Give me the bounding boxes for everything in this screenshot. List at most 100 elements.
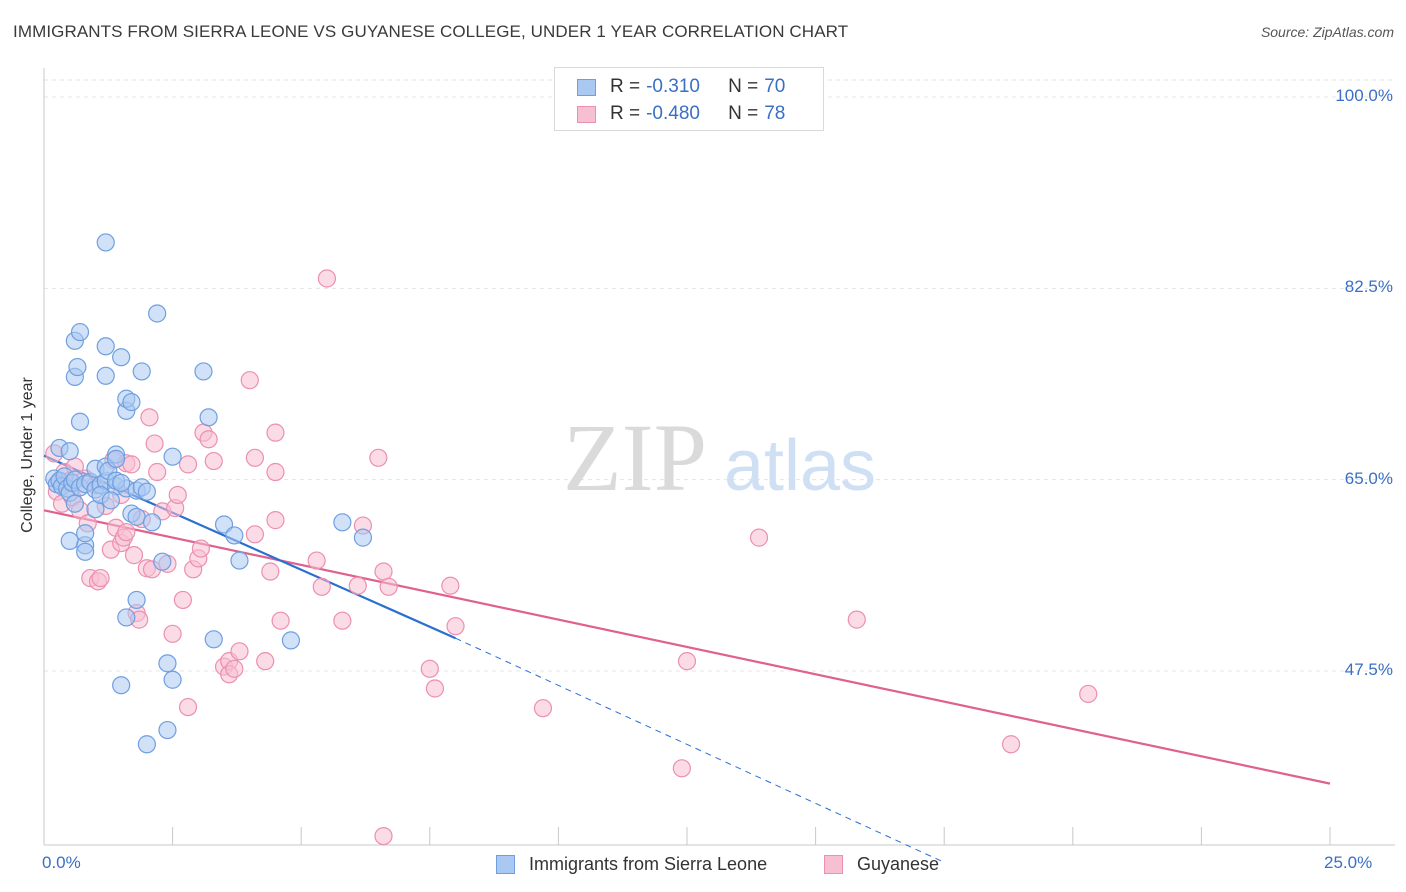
sierra-leone-point bbox=[76, 524, 95, 543]
sierra-leone-point bbox=[60, 442, 79, 461]
guyanese-point bbox=[374, 562, 393, 581]
guyanese-point bbox=[379, 577, 398, 596]
legend-item-guyanese[interactable]: Guyanese bbox=[824, 852, 939, 876]
guyanese-point bbox=[317, 269, 337, 288]
guyanese-point bbox=[117, 523, 136, 542]
guyanese-point bbox=[374, 826, 393, 846]
guyanese-point bbox=[245, 525, 265, 544]
source-label: Source: ZipAtlas.com bbox=[1260, 24, 1394, 40]
sierra-leone-point bbox=[353, 528, 373, 547]
sierra-leone-point bbox=[137, 735, 156, 754]
axes bbox=[43, 68, 1395, 846]
guyanese-points bbox=[45, 269, 1098, 846]
guyanese-point bbox=[847, 610, 866, 629]
r-label: R = bbox=[610, 76, 641, 97]
guyanese-point bbox=[441, 576, 460, 595]
sierra-leone-point bbox=[204, 630, 223, 649]
guyanese-point bbox=[245, 448, 265, 467]
guyanese-point bbox=[1001, 735, 1021, 754]
sierra-leone-points bbox=[45, 233, 373, 754]
guyanese-point bbox=[178, 455, 198, 474]
sierra-leone-point bbox=[112, 473, 131, 493]
watermark-zip: ZIP bbox=[563, 404, 707, 511]
legend-item-sierra-leone[interactable]: Immigrants from Sierra Leone bbox=[496, 852, 767, 876]
sierra-leone-point bbox=[65, 494, 84, 513]
x-tick-label-min: 0.0% bbox=[42, 853, 81, 872]
guyanese-point bbox=[256, 652, 275, 671]
blue-swatch bbox=[496, 854, 515, 874]
sierra-leone-point bbox=[142, 513, 162, 532]
guyanese-point bbox=[266, 462, 285, 482]
guyanese-point bbox=[122, 455, 141, 474]
guyanese-point bbox=[266, 511, 285, 530]
sierra-leone-point bbox=[96, 233, 115, 252]
sierra-leone-point bbox=[101, 491, 120, 510]
sierra-leone-point bbox=[127, 507, 146, 526]
guyanese-point bbox=[124, 546, 144, 565]
sierra-leone-point bbox=[127, 590, 146, 610]
guyanese-point bbox=[672, 759, 691, 778]
sierra-leone-point bbox=[132, 362, 151, 381]
guyanese-point bbox=[168, 485, 187, 505]
sierra-leone-point bbox=[112, 676, 131, 695]
guyanese-point bbox=[163, 624, 182, 643]
sierra-leone-point bbox=[163, 447, 182, 466]
sierra-leone-point bbox=[96, 337, 115, 356]
sierra-leone-point bbox=[137, 482, 156, 501]
guyanese-point bbox=[199, 430, 218, 449]
guyanese-point bbox=[173, 590, 192, 610]
y-tick-label: 47.5% bbox=[1344, 660, 1393, 679]
sierra-leone-point bbox=[281, 631, 301, 650]
guyanese-point bbox=[446, 617, 465, 636]
blue-swatch bbox=[577, 78, 596, 96]
guyanese-point bbox=[271, 611, 290, 630]
legend-row-sierra-leone: R = -0.310 N = 70 bbox=[577, 76, 785, 98]
guyanese-point bbox=[677, 652, 697, 671]
sierra-leone-point bbox=[112, 348, 131, 367]
guyanese-point bbox=[261, 562, 280, 581]
sierra-leone-point bbox=[163, 670, 182, 689]
sierra-leone-point bbox=[333, 513, 352, 532]
chart-title: IMMIGRANTS FROM SIERRA LEONE VS GUYANESE… bbox=[13, 22, 849, 41]
watermark: ZIP atlas bbox=[563, 404, 876, 511]
pink-swatch bbox=[824, 854, 843, 874]
guyanese-point bbox=[749, 528, 769, 547]
stats-legend: R = -0.310 N = 70 R = -0.480 N = 78 bbox=[554, 67, 824, 131]
guyanese-point bbox=[348, 576, 367, 595]
watermark-atlas: atlas bbox=[724, 426, 876, 506]
legend-row-guyanese: R = -0.480 N = 78 bbox=[577, 103, 785, 125]
guyanese-point bbox=[420, 659, 439, 678]
y-tick-label: 100.0% bbox=[1335, 86, 1393, 105]
x-tick-label-max: 25.0% bbox=[1324, 853, 1373, 872]
sierra-leone-trend-extension bbox=[455, 637, 945, 863]
pink-swatch bbox=[577, 105, 596, 123]
guyanese-point bbox=[240, 371, 259, 390]
sierra-leone-point bbox=[70, 412, 90, 431]
guyanese-point bbox=[91, 568, 110, 588]
guyanese-trend-line bbox=[43, 509, 1331, 785]
guyanese-point bbox=[230, 642, 249, 661]
guyanese-point bbox=[148, 462, 167, 482]
guyanese-point bbox=[145, 434, 164, 453]
sierra-leone-point bbox=[60, 531, 79, 550]
guyanese-point bbox=[369, 448, 388, 467]
guyanese-point bbox=[533, 699, 553, 718]
sierra-leone-point bbox=[122, 392, 141, 412]
sierra-leone-point bbox=[96, 366, 115, 385]
guyanese-point bbox=[312, 577, 331, 596]
guyanese-point bbox=[425, 679, 445, 698]
guyanese-point bbox=[225, 659, 244, 678]
guyanese-point bbox=[140, 408, 159, 427]
sierra-leone-point bbox=[148, 304, 167, 323]
n-label: N = bbox=[728, 76, 759, 97]
guyanese-point bbox=[333, 611, 352, 630]
sierra-leone-point bbox=[68, 357, 87, 377]
legend-label: Guyanese bbox=[857, 853, 940, 874]
n-value: 78 bbox=[764, 103, 786, 124]
legend-label: Immigrants from Sierra Leone bbox=[529, 853, 768, 874]
sierra-leone-point bbox=[158, 720, 177, 740]
sierra-leone-point bbox=[76, 542, 95, 561]
r-value: -0.480 bbox=[646, 103, 700, 124]
sierra-leone-point bbox=[106, 449, 126, 468]
